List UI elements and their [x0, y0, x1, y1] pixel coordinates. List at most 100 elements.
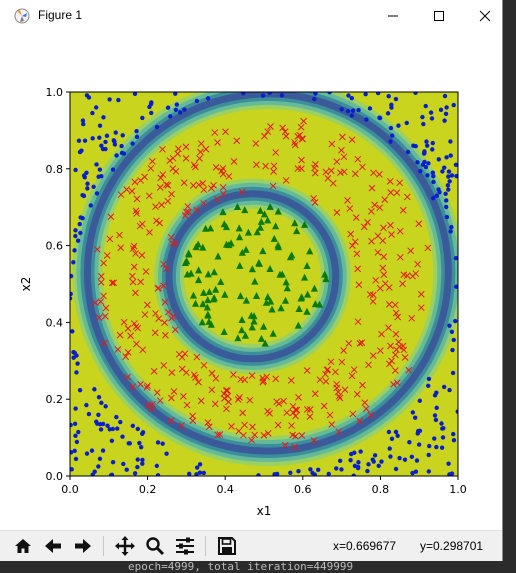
data-point-x [387, 189, 395, 196]
data-point-circle [337, 458, 343, 464]
x-marker-stroke [114, 346, 122, 353]
x-marker-stroke [306, 406, 314, 413]
x-marker-stroke [124, 373, 131, 381]
x-marker-stroke [352, 214, 360, 221]
data-point-circle [385, 111, 391, 116]
x-marker-stroke [344, 197, 351, 204]
zoom-button[interactable] [142, 534, 168, 558]
data-point-triangle [303, 290, 312, 298]
data-point-circle [114, 414, 119, 420]
data-point-x [238, 188, 246, 196]
x-marker-stroke [128, 272, 136, 280]
x-marker-stroke [95, 314, 103, 321]
close-button[interactable] [462, 0, 508, 31]
data-point-x [214, 431, 221, 439]
x-marker-stroke [219, 164, 227, 172]
data-point-circle [120, 434, 125, 439]
x-marker-stroke [238, 188, 246, 196]
data-point-x [356, 417, 364, 425]
x-marker-stroke [178, 365, 186, 373]
x-marker-stroke [145, 192, 153, 200]
data-point-circle [451, 438, 457, 443]
data-point-circle [73, 167, 78, 173]
data-point-circle [154, 463, 160, 469]
x-marker-stroke [333, 384, 341, 392]
data-point-circle [379, 459, 384, 464]
x-marker-stroke [348, 372, 356, 380]
x-marker-stroke [298, 135, 306, 142]
x-marker-stroke [339, 133, 346, 141]
x-marker-stroke [360, 223, 368, 231]
data-point-circle [402, 457, 408, 462]
data-point-triangle [238, 316, 246, 324]
data-point-circle [132, 471, 138, 476]
x-marker-stroke [101, 339, 108, 347]
data-point-x [297, 123, 305, 131]
data-point-x [367, 208, 375, 215]
x-tick-label: 0.8 [372, 483, 390, 496]
data-point-circle [98, 427, 104, 432]
save-button[interactable] [214, 534, 240, 558]
data-point-x [333, 384, 341, 392]
data-point-x [189, 412, 196, 420]
data-point-triangle [241, 331, 250, 339]
x-marker-stroke [168, 314, 175, 322]
data-point-circle [445, 183, 451, 188]
data-point-circle [430, 140, 435, 146]
toolbar-separator [205, 536, 206, 556]
data-point-circle [313, 92, 318, 96]
data-point-circle [71, 260, 76, 265]
x-marker-stroke [376, 170, 383, 178]
x-marker-stroke [239, 409, 247, 417]
data-point-triangle [222, 223, 231, 231]
data-point-triangle [322, 275, 330, 283]
x-marker-stroke [128, 187, 136, 195]
data-point-x [156, 184, 164, 191]
home-button[interactable] [10, 534, 36, 558]
data-point-circle [396, 123, 401, 128]
figure-canvas[interactable]: 0.0 0.2 0.4 0.6 0.8 1.0 0.0 0.2 0.4 0.6 0.8 1.0 x1 … [0, 31, 502, 530]
x-marker-stroke [161, 298, 169, 306]
back-button[interactable] [40, 534, 66, 558]
data-point-x [320, 402, 328, 410]
configure-subplots-button[interactable] [172, 534, 198, 558]
x-marker-stroke [150, 367, 158, 375]
minimize-icon [388, 15, 398, 16]
data-point-circle [440, 426, 445, 431]
data-point-x [133, 195, 141, 203]
data-point-x [341, 386, 349, 394]
data-point-circle [201, 470, 206, 476]
x-marker-stroke [311, 164, 318, 172]
data-point-circle [350, 108, 356, 113]
data-point-circle [439, 421, 444, 426]
data-point-triangle [181, 258, 189, 266]
data-point-x [377, 347, 384, 354]
pan-button[interactable] [112, 534, 138, 558]
data-point-circle [415, 160, 420, 165]
data-point-circle [316, 467, 321, 472]
x-marker-stroke [195, 181, 203, 189]
x-marker-stroke [274, 421, 282, 429]
data-point-x [248, 372, 256, 379]
x-marker-stroke [189, 182, 197, 189]
data-point-x [143, 384, 151, 391]
title-bar[interactable]: Figure 1 [0, 0, 502, 31]
x-marker-stroke [298, 432, 306, 439]
data-point-circle [426, 452, 431, 458]
x-axis-label: x1 [257, 504, 272, 518]
x-marker-stroke [110, 279, 118, 287]
minimize-button[interactable] [370, 0, 416, 31]
data-point-circle [443, 191, 448, 197]
data-point-circle [97, 456, 103, 461]
data-point-x [403, 272, 411, 280]
data-point-x [160, 282, 167, 290]
data-point-x [316, 376, 324, 384]
x-marker-stroke [248, 372, 256, 379]
data-point-circle [155, 473, 161, 476]
x-marker-stroke [143, 384, 151, 391]
x-marker-stroke [266, 409, 273, 417]
data-point-x [338, 358, 346, 366]
maximize-button[interactable] [416, 0, 462, 31]
x-marker-stroke [273, 398, 281, 406]
forward-button[interactable] [70, 534, 96, 558]
